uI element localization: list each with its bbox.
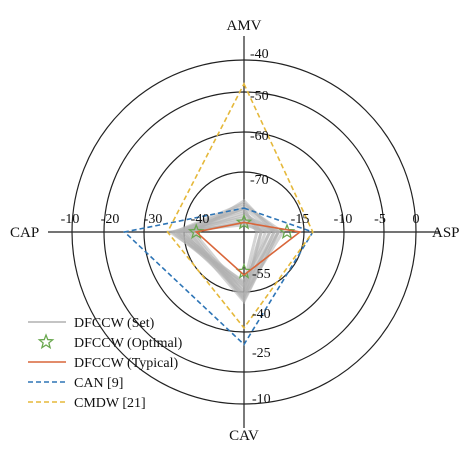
- axis-name-asp: ASP: [432, 225, 460, 241]
- radar-spokes: [48, 36, 440, 428]
- legend-label-can-9: CAN [9]: [74, 376, 123, 391]
- legend-label-dfccw-optimal: DFCCW (Optimal): [74, 336, 183, 351]
- tick-amv-4: -70: [250, 173, 269, 188]
- tick-amv-3: -60: [250, 129, 269, 144]
- axis-name-cav: CAV: [229, 428, 259, 444]
- tick-amv-1: -40: [250, 47, 269, 62]
- tick-cav-4: -10: [252, 392, 271, 407]
- axis-name-amv: AMV: [226, 18, 261, 34]
- tick-cap-3: -20: [101, 212, 120, 227]
- tick-asp-4: 0: [413, 212, 420, 227]
- star-point-cap: [187, 223, 205, 240]
- star-point-amv: [235, 213, 253, 230]
- series-dfccw-typical: [194, 221, 302, 277]
- tick-asp-3: -5: [374, 212, 386, 227]
- tick-cav-2: -40: [252, 307, 271, 322]
- tick-asp-1: -15: [291, 212, 310, 227]
- legend: DFCCW (Set) DFCCW (Optimal) DFCCW (Typical…: [28, 316, 183, 411]
- legend-label-dfccw-typical: DFCCW (Typical): [74, 356, 178, 371]
- tick-amv-2: -50: [250, 89, 269, 104]
- legend-swatch-dfccw-optimal: [37, 333, 55, 350]
- axis-name-cap: CAP: [10, 225, 39, 241]
- tick-cav-1: -55: [252, 267, 271, 282]
- tick-cap-4: -10: [61, 212, 80, 227]
- tick-cav-3: -25: [252, 346, 271, 361]
- series-can-9: [122, 207, 315, 346]
- legend-label-cmdw-21: CMDW [21]: [74, 396, 146, 411]
- legend-label-dfccw-set: DFCCW (Set): [74, 316, 155, 331]
- tick-cap-2: -30: [144, 212, 163, 227]
- tick-cap-1: -40: [191, 212, 210, 227]
- series-cmdw-21: [166, 82, 314, 330]
- tick-asp-2: -10: [334, 212, 353, 227]
- star-point-asp: [278, 223, 296, 240]
- tick-labels: -40-50-60-70-15 -10 -5 0-55-40-25-10-40-30-…: [61, 47, 420, 407]
- axis-names: AMV ASP CAV CAP: [10, 18, 460, 444]
- set-polygon-11: [191, 199, 276, 296]
- series-layer: [122, 82, 315, 346]
